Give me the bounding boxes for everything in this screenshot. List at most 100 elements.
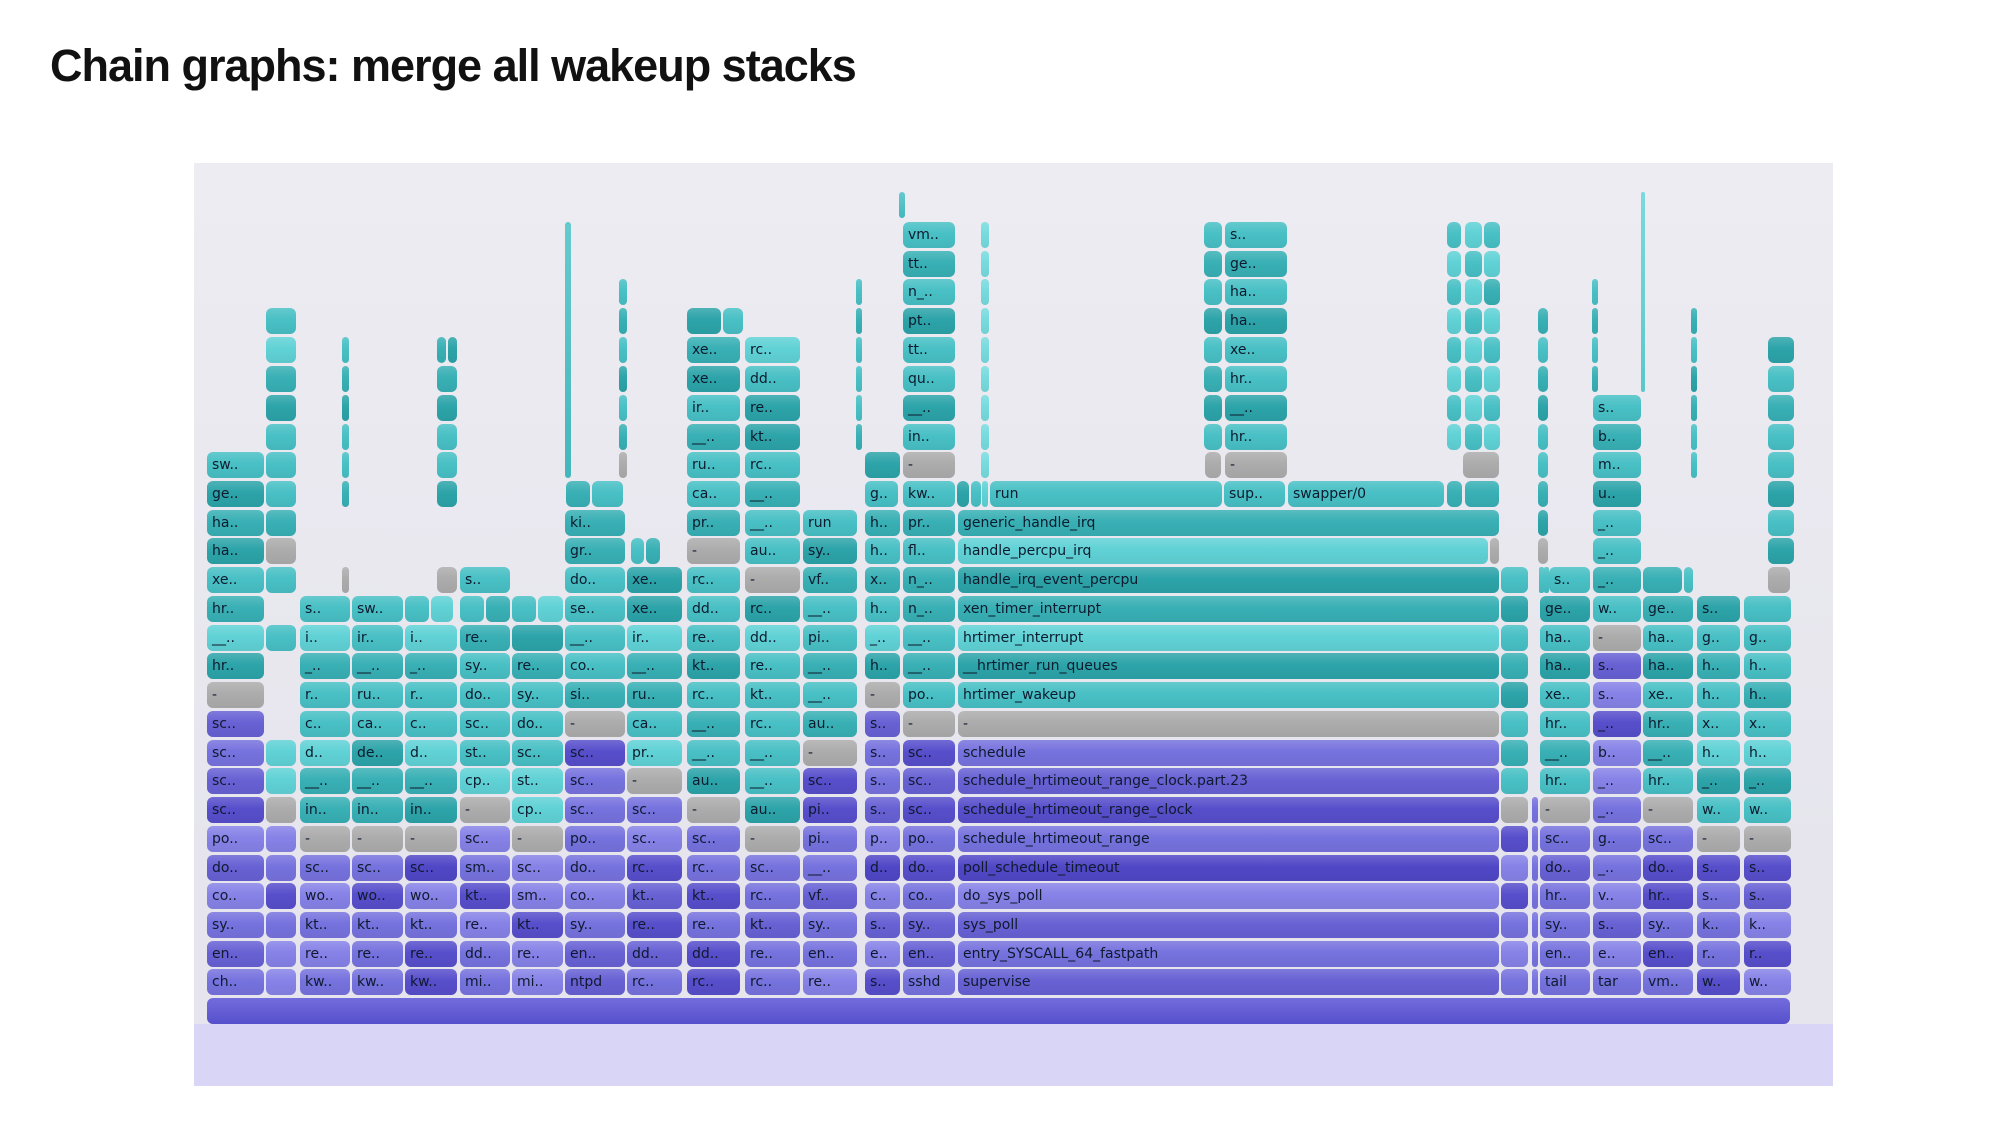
frame-cell[interactable]: sw.. — [207, 452, 264, 478]
frame-cell[interactable] — [1532, 969, 1538, 995]
frame-cell[interactable] — [266, 538, 296, 564]
frame-cell[interactable]: po.. — [565, 826, 625, 852]
frame-cell[interactable]: sy.. — [460, 653, 510, 679]
frame-cell[interactable]: sy.. — [803, 912, 857, 938]
frame-cell[interactable]: do.. — [460, 682, 510, 708]
frame-cell[interactable]: do.. — [565, 567, 625, 593]
frame-cell[interactable] — [982, 481, 988, 507]
frame-cell[interactable]: sc.. — [207, 711, 264, 737]
frame-cell[interactable]: re.. — [745, 653, 800, 679]
frame-cell[interactable]: r.. — [300, 682, 350, 708]
frame-cell[interactable]: - — [1540, 797, 1590, 823]
frame-cell[interactable]: sc.. — [803, 768, 857, 794]
frame-cell[interactable]: hr.. — [1643, 883, 1693, 909]
frame-cell[interactable]: x.. — [1697, 711, 1740, 737]
frame-cell[interactable]: sys_poll — [958, 912, 1499, 938]
frame-cell[interactable] — [1484, 308, 1500, 334]
frame-cell[interactable] — [1643, 567, 1682, 593]
frame-cell[interactable]: rc.. — [687, 682, 740, 708]
frame-cell[interactable]: x.. — [865, 567, 900, 593]
frame-cell[interactable] — [1532, 912, 1538, 938]
frame-cell[interactable]: en.. — [1540, 941, 1590, 967]
frame-cell[interactable] — [342, 337, 349, 363]
frame-cell[interactable] — [856, 279, 862, 305]
frame-cell[interactable] — [460, 596, 484, 622]
frame-cell[interactable]: _.. — [1593, 538, 1641, 564]
frame-cell[interactable]: - — [903, 452, 955, 478]
frame-cell[interactable]: vm.. — [1643, 969, 1693, 995]
frame-cell[interactable] — [266, 912, 296, 938]
frame-cell[interactable]: gr.. — [565, 538, 625, 564]
frame-cell[interactable] — [981, 308, 989, 334]
frame-cell[interactable]: re.. — [405, 941, 457, 967]
frame-cell[interactable] — [1768, 567, 1790, 593]
frame-cell[interactable] — [342, 424, 349, 450]
frame-cell[interactable] — [957, 481, 969, 507]
frame-cell[interactable] — [1465, 222, 1482, 248]
frame-cell[interactable]: - — [803, 740, 857, 766]
frame-cell[interactable] — [342, 481, 349, 507]
frame-cell[interactable] — [971, 481, 981, 507]
frame-cell[interactable] — [1684, 567, 1693, 593]
frame-cell[interactable]: ha.. — [207, 510, 264, 536]
frame-cell[interactable]: r.. — [405, 682, 457, 708]
frame-cell[interactable] — [1532, 941, 1538, 967]
frame-cell[interactable] — [1768, 538, 1794, 564]
frame-cell[interactable]: pi.. — [803, 826, 857, 852]
frame-cell[interactable] — [1484, 424, 1500, 450]
frame-cell[interactable]: xe.. — [687, 366, 740, 392]
frame-cell[interactable] — [619, 308, 627, 334]
frame-cell[interactable]: w.. — [1744, 969, 1791, 995]
frame-cell[interactable]: kt.. — [627, 883, 682, 909]
frame-cell[interactable]: rc.. — [687, 567, 740, 593]
frame-cell[interactable] — [266, 510, 296, 536]
frame-cell[interactable] — [619, 424, 627, 450]
frame-cell[interactable]: __.. — [903, 653, 955, 679]
frame-cell[interactable]: _.. — [1697, 768, 1740, 794]
frame-cell[interactable]: p.. — [865, 826, 900, 852]
frame-cell[interactable]: kt.. — [745, 682, 800, 708]
frame-cell[interactable]: __.. — [1643, 740, 1693, 766]
frame-cell[interactable] — [1538, 538, 1548, 564]
frame-cell[interactable]: hr.. — [1643, 711, 1693, 737]
frame-cell[interactable] — [1592, 279, 1598, 305]
frame-cell[interactable]: sc.. — [207, 740, 264, 766]
frame-cell[interactable] — [1204, 251, 1222, 277]
frame-cell[interactable]: wo.. — [352, 883, 403, 909]
frame-cell[interactable]: h.. — [1744, 653, 1791, 679]
frame-cell[interactable]: sc.. — [207, 768, 264, 794]
frame-cell[interactable]: - — [300, 826, 350, 852]
frame-cell[interactable] — [342, 452, 349, 478]
frame-cell[interactable] — [266, 395, 296, 421]
frame-cell[interactable]: po.. — [207, 826, 264, 852]
frame-cell[interactable] — [512, 596, 536, 622]
frame-cell[interactable]: w.. — [1697, 969, 1740, 995]
frame-cell[interactable]: au.. — [803, 711, 857, 737]
frame-cell[interactable]: s.. — [460, 567, 510, 593]
frame-cell[interactable]: do.. — [903, 855, 955, 881]
frame-cell[interactable] — [1532, 826, 1538, 852]
frame-cell[interactable] — [266, 424, 296, 450]
frame-cell[interactable] — [1744, 596, 1791, 622]
frame-cell[interactable] — [981, 222, 989, 248]
frame-cell[interactable] — [1691, 308, 1697, 334]
frame-cell[interactable] — [1768, 510, 1794, 536]
frame-cell[interactable]: v.. — [1593, 883, 1641, 909]
frame-cell[interactable] — [1691, 337, 1697, 363]
frame-cell[interactable]: sc.. — [903, 768, 955, 794]
frame-cell[interactable]: cp.. — [512, 797, 563, 823]
frame-cell[interactable]: ge.. — [1643, 596, 1693, 622]
frame-cell[interactable] — [1204, 395, 1222, 421]
frame-cell[interactable]: - — [352, 826, 403, 852]
frame-cell[interactable]: handle_percpu_irq — [958, 538, 1488, 564]
frame-cell[interactable]: s.. — [1593, 682, 1641, 708]
frame-cell[interactable]: st.. — [460, 740, 510, 766]
frame-cell[interactable]: __.. — [803, 596, 857, 622]
frame-cell[interactable]: dd.. — [687, 596, 740, 622]
frame-cell[interactable] — [723, 308, 743, 334]
frame-cell[interactable] — [1447, 366, 1461, 392]
frame-cell[interactable]: d.. — [865, 855, 900, 881]
frame-cell[interactable] — [437, 452, 457, 478]
frame-cell[interactable]: pr.. — [903, 510, 955, 536]
frame-cell[interactable]: w.. — [1697, 797, 1740, 823]
